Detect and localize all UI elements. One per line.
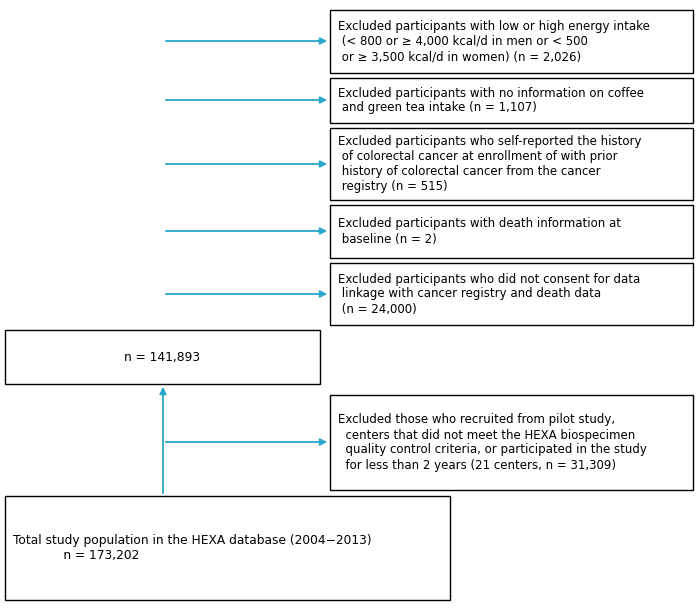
FancyBboxPatch shape: [330, 205, 693, 258]
Text: Excluded participants with no information on coffee
 and green tea intake (n = 1: Excluded participants with no informatio…: [338, 86, 644, 114]
FancyBboxPatch shape: [330, 128, 693, 200]
Text: Excluded participants with death information at
 baseline (n = 2): Excluded participants with death informa…: [338, 218, 621, 246]
Text: n = 141,893: n = 141,893: [124, 350, 200, 364]
FancyBboxPatch shape: [330, 395, 693, 490]
FancyBboxPatch shape: [5, 330, 320, 384]
Text: Total study population in the HEXA database (2004−2013)
             n = 173,202: Total study population in the HEXA datab…: [13, 534, 371, 562]
FancyBboxPatch shape: [5, 496, 450, 600]
Text: Excluded participants with low or high energy intake
 (< 800 or ≥ 4,000 kcal/d i: Excluded participants with low or high e…: [338, 20, 650, 63]
FancyBboxPatch shape: [330, 78, 693, 123]
Text: Excluded participants who did not consent for data
 linkage with cancer registry: Excluded participants who did not consen…: [338, 272, 640, 316]
Text: Excluded those who recruited from pilot study,
  centers that did not meet the H: Excluded those who recruited from pilot …: [338, 413, 647, 471]
Text: Excluded participants who self-reported the history
 of colorectal cancer at enr: Excluded participants who self-reported …: [338, 135, 641, 193]
FancyBboxPatch shape: [330, 263, 693, 325]
FancyBboxPatch shape: [330, 10, 693, 73]
